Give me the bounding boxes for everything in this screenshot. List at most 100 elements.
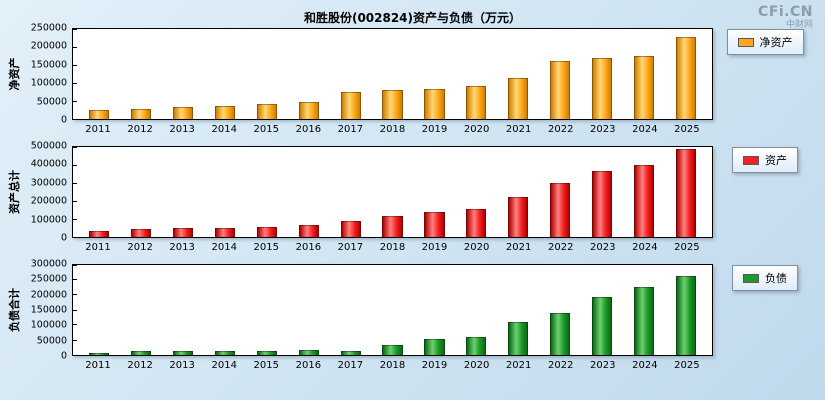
x-tick-label: 2017: [337, 242, 364, 253]
x-axis-labels: 2011 2012 2013 2014 2015 2016 2017 2018 2019 2020…: [72, 120, 713, 135]
x-tick-label: 2013: [169, 360, 195, 371]
x-tick-label: 2015: [253, 360, 279, 371]
y-tick-label: 300000: [30, 177, 67, 189]
x-tick-label: 2025: [674, 242, 700, 253]
y-tick-mark: [73, 46, 77, 48]
y-tick-label: 400000: [30, 158, 67, 170]
x-tick-label: 2016: [295, 360, 322, 371]
bar-net-assets-2014: [214, 105, 235, 119]
bar-total-assets-2011: [88, 231, 110, 237]
bar-total-assets-2022: [550, 183, 571, 237]
chart-total-assets: 资产总计 500000 400000 300000 200000 100000 0 201…: [6, 141, 817, 253]
y-tick-label: 150000: [30, 59, 67, 71]
chart-title: 和胜股份(002824)资产与负债（万元）: [303, 11, 522, 25]
legend: 资产: [732, 147, 798, 173]
bar-net-assets-2011: [88, 110, 110, 119]
y-tick-label: 0: [60, 114, 67, 126]
bar-net-assets-2012: [130, 108, 151, 119]
x-tick-label: 2012: [127, 360, 153, 371]
bar-liabilities-2015: [256, 350, 277, 355]
bar-net-assets-2021: [508, 77, 529, 119]
bar-total-assets-2014: [214, 228, 235, 237]
y-tick-label: 250000: [30, 273, 67, 285]
legend: 净资产: [726, 29, 804, 55]
chart-liabilities: 负债合计 300000 250000 200000 150000 100000 50000…: [6, 259, 817, 371]
legend-swatch: [737, 37, 754, 47]
bar-slot: [623, 147, 665, 237]
x-tick-label: 2019: [421, 360, 448, 371]
x-tick-label: 2019: [421, 124, 448, 135]
legend-label: 净资产: [759, 36, 793, 49]
bar-net-assets-2023: [592, 58, 613, 119]
bar-total-assets-2017: [340, 220, 361, 237]
bar-slot: [288, 29, 330, 119]
y-tick-label: 200000: [30, 289, 67, 301]
bar-slot: [162, 265, 204, 355]
bar-net-assets-2024: [634, 56, 655, 119]
bar-slot: [539, 265, 581, 355]
x-tick-label: 2021: [505, 242, 532, 253]
y-tick-label: 100000: [30, 319, 67, 331]
x-tick-label: 2023: [590, 124, 616, 135]
bar-slot: [288, 147, 330, 237]
y-tick-label: 100000: [30, 77, 67, 89]
y-tick-label: 500000: [30, 140, 67, 152]
x-tick-label: 2013: [169, 124, 195, 135]
y-tick-label: 250000: [30, 22, 67, 34]
bar-slot: [623, 265, 665, 355]
bar-liabilities-2013: [172, 350, 193, 355]
x-tick-label: 2012: [127, 124, 153, 135]
y-axis-tick-labels: 250000 200000 150000 100000 50000 0: [22, 23, 72, 126]
y-tick-mark: [73, 236, 77, 238]
y-tick-mark: [73, 294, 77, 296]
bar-slot: [330, 29, 372, 119]
x-tick-label: 2019: [421, 242, 448, 253]
bar-slot: [330, 147, 372, 237]
x-tick-label: 2018: [379, 360, 406, 371]
y-tick-label: 300000: [30, 258, 67, 270]
bar-liabilities-2016: [298, 349, 319, 355]
bar-slot: [414, 265, 456, 355]
y-axis-title: 净资产: [8, 57, 21, 91]
y-tick-label: 0: [60, 350, 67, 362]
bar-liabilities-2022: [550, 313, 571, 355]
x-axis-labels: 2011 2012 2013 2014 2015 2016 2017 2018 2019 2020…: [72, 238, 713, 253]
bar-slot: [623, 29, 665, 119]
bar-slot: [581, 265, 623, 355]
bar-total-assets-2016: [298, 225, 319, 237]
plot-area: [72, 28, 713, 120]
bar-liabilities-2012: [130, 350, 151, 355]
cfi-logo-text: CFi.CN: [758, 4, 813, 20]
bar-slot: [372, 29, 414, 119]
y-tick-label: 0: [60, 232, 67, 244]
y-tick-mark: [73, 182, 77, 184]
plot-area: [72, 264, 713, 356]
bar-slot: [162, 147, 204, 237]
bar-net-assets-2015: [256, 104, 277, 119]
y-tick-label: 150000: [30, 304, 67, 316]
y-axis-title: 资产总计: [8, 170, 21, 214]
y-tick-mark: [73, 164, 77, 166]
x-tick-label: 2017: [337, 360, 364, 371]
bar-slot: [497, 265, 539, 355]
x-tick-label: 2020: [463, 124, 490, 135]
plot-area: [72, 146, 713, 238]
x-tick-label: 2011: [85, 242, 111, 253]
bar-liabilities-2017: [340, 350, 361, 355]
bar-liabilities-2023: [592, 296, 613, 355]
bar-net-assets-2017: [340, 92, 361, 119]
y-tick-mark: [73, 354, 77, 356]
bar-total-assets-2024: [634, 164, 655, 237]
y-tick-mark: [73, 324, 77, 326]
bar-slot: [330, 265, 372, 355]
bar-total-assets-2019: [424, 212, 445, 237]
bar-slot: [414, 147, 456, 237]
x-tick-label: 2014: [211, 242, 237, 253]
y-axis-tick-labels: 300000 250000 200000 150000 100000 50000 0: [22, 259, 72, 362]
x-tick-label: 2016: [295, 242, 322, 253]
bar-total-assets-2023: [592, 171, 613, 237]
bar-slot: [455, 29, 497, 119]
bar-slot: [204, 265, 246, 355]
bar-slot: [246, 265, 288, 355]
y-axis-title: 负债合计: [8, 288, 21, 332]
